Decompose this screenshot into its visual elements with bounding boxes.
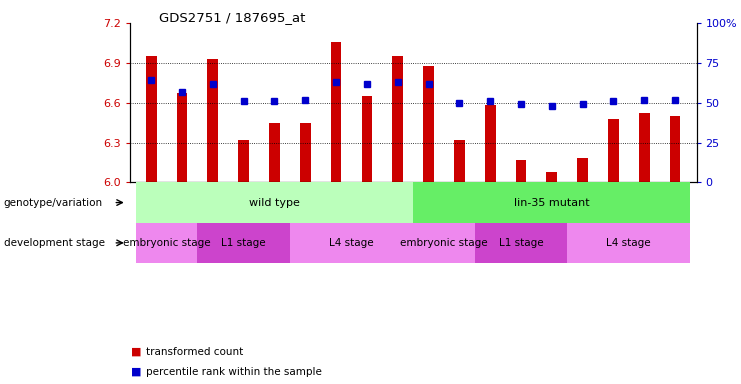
Bar bbox=[670, 116, 680, 182]
Bar bbox=[300, 122, 310, 182]
Text: transformed count: transformed count bbox=[146, 346, 243, 357]
Text: wild type: wild type bbox=[249, 197, 300, 208]
Bar bbox=[546, 172, 557, 182]
Bar bbox=[146, 56, 156, 182]
Bar bbox=[608, 119, 619, 182]
Text: L1 stage: L1 stage bbox=[222, 238, 266, 248]
Text: embryonic stage: embryonic stage bbox=[123, 238, 210, 248]
Text: GDS2751 / 187695_at: GDS2751 / 187695_at bbox=[159, 12, 306, 25]
Bar bbox=[413, 182, 691, 223]
Text: L4 stage: L4 stage bbox=[329, 238, 373, 248]
Bar bbox=[176, 93, 187, 182]
Text: embryonic stage: embryonic stage bbox=[400, 238, 488, 248]
Text: ■: ■ bbox=[131, 366, 142, 377]
Bar bbox=[475, 223, 567, 263]
Bar bbox=[485, 105, 496, 182]
Bar bbox=[362, 96, 372, 182]
Bar bbox=[136, 223, 197, 263]
Text: percentile rank within the sample: percentile rank within the sample bbox=[146, 366, 322, 377]
Bar bbox=[136, 182, 413, 223]
Bar bbox=[330, 41, 342, 182]
Bar bbox=[454, 140, 465, 182]
Text: L4 stage: L4 stage bbox=[606, 238, 651, 248]
Bar bbox=[516, 160, 526, 182]
Bar bbox=[423, 66, 434, 182]
Text: L1 stage: L1 stage bbox=[499, 238, 543, 248]
Bar bbox=[207, 59, 219, 182]
Bar bbox=[290, 223, 413, 263]
Bar bbox=[239, 140, 249, 182]
Bar bbox=[413, 223, 475, 263]
Bar bbox=[392, 56, 403, 182]
Bar bbox=[567, 223, 691, 263]
Bar bbox=[639, 113, 650, 182]
Bar bbox=[269, 122, 280, 182]
Text: development stage: development stage bbox=[4, 238, 104, 248]
Text: lin-35 mutant: lin-35 mutant bbox=[514, 197, 590, 208]
Text: genotype/variation: genotype/variation bbox=[4, 197, 103, 208]
Text: ■: ■ bbox=[131, 346, 142, 357]
Bar bbox=[577, 159, 588, 182]
Bar bbox=[197, 223, 290, 263]
